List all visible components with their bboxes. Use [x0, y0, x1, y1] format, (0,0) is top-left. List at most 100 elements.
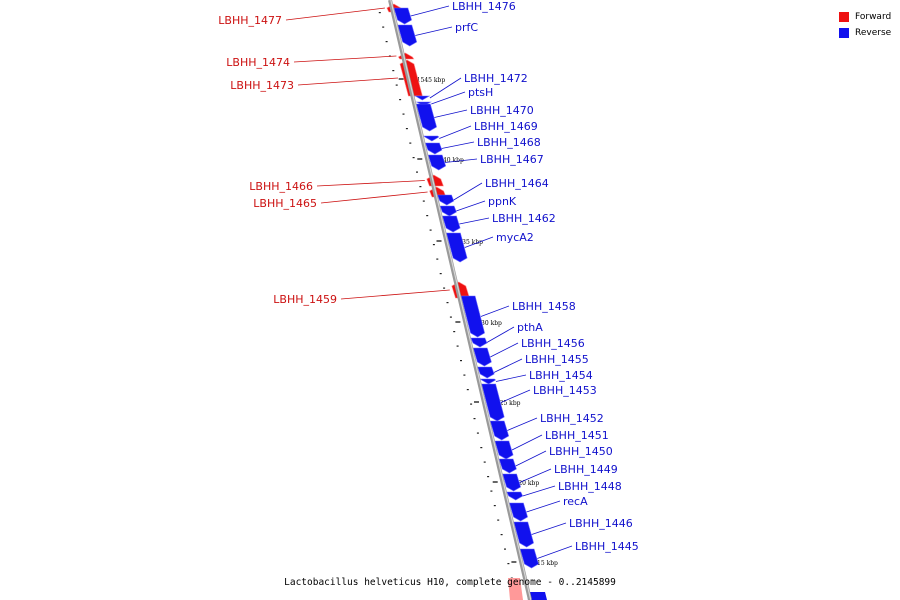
leader-line-ppnk [456, 200, 486, 212]
gene-label-lbhh-1464: LBHH_1464 [485, 177, 549, 190]
scale-tick-label: 1515 kbp [529, 560, 558, 567]
minor-tick [490, 490, 493, 492]
gene-label-ptsh: ptsH [468, 86, 493, 99]
gene-block-lbhh-1476[interactable] [393, 7, 412, 25]
gene-label-lbhh-1468: LBHH_1468 [477, 136, 541, 149]
leader-line-prfc [415, 26, 453, 36]
gene-label-lbhh-1449: LBHH_1449 [554, 463, 618, 476]
leader-line-lbhh-1446 [531, 522, 567, 535]
legend-label-reverse: Reverse [855, 28, 892, 38]
leader-line-lbhh-1448 [522, 485, 556, 497]
minor-tick [487, 476, 490, 478]
genome-caption: Lactobacillus helveticus H10, complete g… [284, 577, 616, 588]
leader-line-lbhh-1459 [340, 289, 450, 300]
minor-tick [436, 258, 439, 260]
minor-tick [449, 316, 452, 318]
minor-tick [419, 186, 422, 188]
minor-tick [443, 287, 446, 289]
gene-label-lbhh-1451: LBHH_1451 [545, 429, 609, 442]
partial-forward-block [508, 578, 523, 600]
gene-block-prfc[interactable] [397, 24, 418, 47]
leader-line-lbhh-1477 [285, 7, 385, 21]
scale-tick-label: 1520 kbp [511, 480, 540, 487]
strand-legend: Forward Reverse [839, 9, 891, 41]
scale-tick-label: 1535 kbp [455, 239, 484, 246]
gene-label-ptha: pthA [517, 321, 543, 334]
gene-block-myca2[interactable] [446, 232, 468, 263]
leader-line-lbhh-1467 [444, 158, 478, 163]
gene-label-lbhh-1476: LBHH_1476 [452, 0, 516, 13]
gene-label-prfc: prfC [455, 21, 478, 34]
leader-line-lbhh-1462 [459, 217, 490, 225]
gene-label-lbhh-1472: LBHH_1472 [464, 72, 528, 85]
minor-tick [446, 302, 449, 304]
minor-tick [466, 389, 469, 391]
gene-label-lbhh-1466: LBHH_1466 [249, 180, 313, 193]
gene-block-ppnk[interactable] [439, 205, 457, 217]
gene-label-myca2: mycA2 [496, 231, 534, 244]
leader-line-lbhh-1452 [507, 417, 538, 431]
gene-block-lbhh-1469[interactable] [422, 135, 440, 142]
gene-block-lbhh-1468[interactable] [424, 142, 443, 155]
gene-label-lbhh-1450: LBHH_1450 [549, 445, 613, 458]
gene-label-lbhh-1446: LBHH_1446 [569, 517, 633, 530]
gene-block-lbhh-1446[interactable] [513, 521, 534, 548]
gene-label-lbhh-1458: LBHH_1458 [512, 300, 576, 313]
backbone-highlight [390, 0, 532, 600]
label-leader-lines [285, 5, 573, 559]
leader-line-lbhh-1466 [316, 180, 425, 187]
scale-tick-label: 1540 kbp [435, 157, 464, 164]
leader-line-lbhh-1445 [537, 545, 573, 559]
gene-block-lbhh-1451[interactable] [494, 440, 514, 460]
gene-block-lbhh-1458[interactable] [460, 295, 485, 338]
gene-block-lbhh-1453[interactable] [481, 383, 505, 422]
minor-tick [476, 432, 479, 434]
gene-block-lbhh-1452[interactable] [489, 420, 510, 441]
gene-block-lbhh-1455[interactable] [477, 366, 495, 379]
gene-block-reca[interactable] [508, 502, 528, 522]
gene-block-ptha[interactable] [470, 337, 488, 348]
gene-block-lbhh-1470[interactable] [415, 103, 437, 132]
gene-label-lbhh-1473: LBHH_1473 [230, 79, 294, 92]
minor-tick [463, 374, 466, 376]
leader-line-lbhh-1470 [434, 109, 468, 118]
leader-line-lbhh-1455 [493, 358, 523, 373]
minor-tick-marks [378, 12, 513, 579]
gene-label-ppnk: ppnK [488, 195, 517, 208]
minor-tick [439, 273, 442, 275]
legend-label-forward: Forward [855, 12, 892, 22]
gene-block-lbhh-1456[interactable] [472, 347, 492, 367]
minor-tick [493, 505, 496, 507]
minor-tick [382, 26, 385, 28]
minor-tick [480, 447, 483, 449]
minor-tick [507, 563, 510, 565]
minor-tick [426, 215, 429, 217]
minor-tick [385, 41, 388, 43]
minor-tick [405, 128, 408, 130]
gene-label-lbhh-1459: LBHH_1459 [273, 293, 337, 306]
reverse-swatch [839, 28, 849, 38]
gene-block-lbhh-1472[interactable] [414, 95, 431, 101]
gene-block-lbhh-1454[interactable] [479, 378, 497, 385]
gene-block-lbhh-1462[interactable] [441, 215, 461, 233]
gene-label-lbhh-1456: LBHH_1456 [521, 337, 585, 350]
leader-line-reca [526, 500, 561, 513]
gene-label-lbhh-1448: LBHH_1448 [558, 480, 622, 493]
scale-tick-label: 1530 kbp [473, 320, 502, 327]
leader-line-lbhh-1472 [429, 77, 462, 99]
gene-block-lbhh-1445[interactable] [519, 548, 539, 569]
minor-tick [470, 403, 473, 405]
gene-block-lbhh-1467[interactable] [427, 154, 447, 171]
gene-block-lbhh-1449[interactable] [502, 473, 521, 492]
leader-line-lbhh-1469 [439, 125, 472, 139]
minor-tick [409, 142, 412, 144]
gene-block-lbhh-1464[interactable] [437, 194, 455, 206]
minor-tick [500, 534, 503, 536]
minor-tick [412, 157, 415, 159]
leader-line-lbhh-1465 [320, 191, 428, 204]
gene-label-lbhh-1469: LBHH_1469 [474, 120, 538, 133]
leader-line-lbhh-1449 [519, 468, 552, 483]
gene-block-lbhh-1448[interactable] [506, 491, 524, 501]
gene-block-lbhh-1450[interactable] [498, 458, 517, 474]
